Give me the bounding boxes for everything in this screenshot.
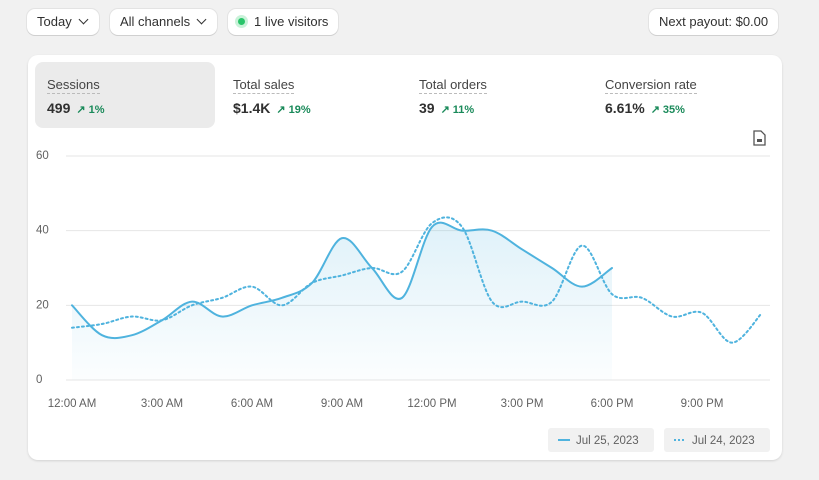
x-tick-label: 9:00 PM [681,398,724,410]
metric-tile[interactable]: Total sales $1.4K ↗ 19% [221,62,401,128]
y-tick-label: 0 [36,374,42,386]
change: ↗ 35% [651,104,685,116]
arrow-icon: ↗ [650,104,660,116]
metric-value: $1.4K ↗ 19% [233,100,389,116]
change: ↗ 19% [276,104,310,116]
chart: 0 20 40 60 12:00 AM 3:00 AM 6:00 AM 9:00 AM 12:0… [36,130,770,452]
x-tick-label: 6:00 PM [591,398,634,410]
analytics-card: 0 20 40 60 12:00 AM 3:00 AM 6:00 AM 9:00 AM 12:0… [28,55,782,460]
label: Next payout: $0.00 [659,14,769,29]
change: ↗ 11% [441,104,475,116]
metric-label: Total orders [419,77,487,94]
arrow-icon: ↗ [440,104,450,116]
x-tick-label: 9:00 AM [321,398,363,410]
legend-box [548,428,654,452]
arrow-icon: ↗ [276,104,286,116]
legend-box [664,428,770,452]
x-tick-label: 3:00 PM [501,398,544,410]
export-icon[interactable] [753,130,766,146]
change-text: 19% [288,104,311,116]
legend-label: Jul 25, 2023 [576,435,639,447]
arrow-icon: ↗ [76,104,86,116]
change-text: 35% [662,104,685,116]
label: All channels [120,14,191,29]
area [72,222,612,380]
y-tick-label: 60 [36,150,49,162]
y-tick-label: 40 [36,225,49,237]
x-tick-label: 3:00 AM [141,398,183,410]
metric-value: 39 ↗ 11% [419,100,575,116]
label: Today [37,14,72,29]
value: 39 [419,100,435,116]
change-text: 11% [452,104,475,116]
change: ↗ 1% [76,104,104,116]
x-tick-label: 12:00 PM [407,398,456,410]
y-tick-label: 20 [36,299,49,311]
value: $1.4K [233,100,271,116]
channels-button[interactable]: All channels [110,9,218,35]
legend-label: Jul 24, 2023 [692,435,755,447]
metric-tile[interactable]: Sessions 499 ↗ 1% [35,62,215,128]
metric-label: Total sales [233,77,295,94]
metric-value: 6.61% ↗ 35% [605,100,761,116]
series-line [71,216,763,344]
x-tick-label: 6:00 AM [231,398,273,410]
metric-tile[interactable]: Total orders 39 ↗ 11% [407,62,587,128]
value: 499 [47,100,71,116]
metric-label: Conversion rate [605,77,697,94]
change-text: 1% [88,104,105,116]
x-tick-label: 12:00 AM [48,398,97,410]
metric-tile[interactable]: Conversion rate 6.61% ↗ 35% [593,62,773,128]
label: 1 live visitors [254,14,329,29]
metric-value: 499 ↗ 1% [47,100,203,116]
value: 6.61% [605,100,645,116]
payout-button[interactable]: Next payout: $0.00 [649,9,779,35]
live-visitors-button[interactable]: 1 live visitors [228,9,339,35]
metric-label: Sessions [47,77,100,94]
date-button[interactable]: Today [27,9,99,35]
